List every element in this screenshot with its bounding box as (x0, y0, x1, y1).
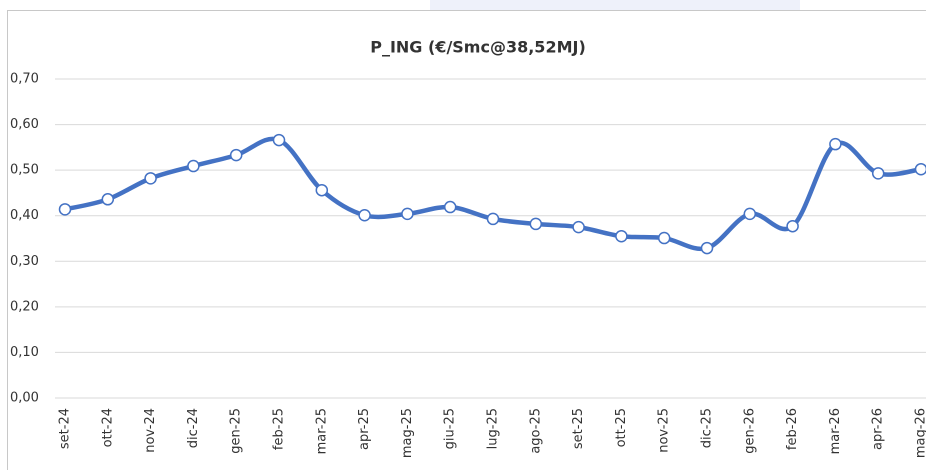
x-tick-label: gen-26 (742, 408, 757, 454)
x-tick-label: feb-25 (272, 408, 287, 450)
x-tick-label: ott-24 (100, 408, 115, 447)
chart-title: P_ING (€/Smc@38,52MJ) (370, 38, 586, 57)
y-tick-label: 0,40 (10, 208, 39, 223)
point (402, 208, 413, 219)
y-tick-label: 0,20 (10, 299, 39, 314)
point (445, 202, 456, 213)
x-tick-label: apr-26 (871, 408, 886, 450)
point (102, 194, 113, 205)
point (488, 213, 499, 224)
point (659, 233, 670, 244)
y-tick-label: 0,10 (10, 345, 39, 360)
x-tick-label: nov-24 (143, 408, 158, 453)
x-tick-label: feb-26 (785, 408, 800, 450)
x-tick-label: giu-25 (443, 408, 458, 449)
point (231, 150, 242, 161)
x-tick-label: mar-26 (828, 408, 843, 454)
point (60, 204, 71, 215)
x-tick-label: apr-25 (357, 408, 372, 450)
x-tick-label: ago-25 (528, 408, 543, 454)
point (573, 222, 584, 233)
x-tick-label: mag-26 (914, 408, 926, 458)
point (359, 210, 370, 221)
x-tick-label: mag-25 (400, 408, 415, 458)
point (274, 135, 285, 146)
x-tick-label: dic-24 (186, 408, 201, 448)
point (830, 139, 841, 150)
y-tick-label: 0,70 (10, 72, 39, 87)
point (916, 164, 926, 175)
point (616, 231, 627, 242)
x-tick-label: lug-25 (486, 408, 501, 449)
x-tick-label: set-25 (571, 408, 586, 449)
point (787, 221, 798, 232)
point (145, 173, 156, 184)
point (530, 218, 541, 229)
y-tick-label: 0,50 (10, 163, 39, 178)
x-tick-label: ott-25 (614, 408, 629, 447)
x-tick-label: mar-25 (314, 408, 329, 454)
x-tick-label: set-24 (58, 408, 73, 449)
y-tick-label: 0,00 (10, 391, 39, 406)
point (188, 161, 199, 172)
y-tick-label: 0,30 (10, 254, 39, 269)
point (873, 168, 884, 179)
y-tick-label: 0,60 (10, 117, 39, 132)
point (744, 208, 755, 219)
point (702, 243, 713, 254)
x-tick-label: dic-25 (700, 408, 715, 448)
point (316, 185, 327, 196)
x-tick-label: nov-25 (657, 408, 672, 453)
x-tick-label: gen-25 (229, 408, 244, 454)
